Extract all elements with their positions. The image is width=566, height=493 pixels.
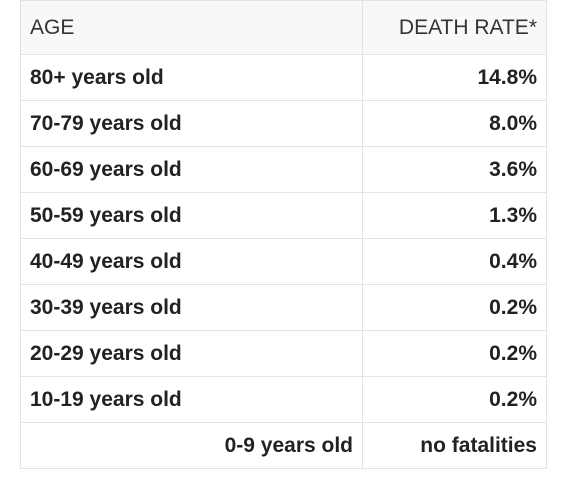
death-rate-cell: 0.4% (362, 238, 547, 285)
death-rate-cell: 14.8% (362, 54, 547, 101)
age-cell: 30-39 years old (20, 284, 363, 331)
table-row: 10-19 years old 0.2% (20, 376, 547, 423)
header-row: AGE DEATH RATE* (20, 0, 547, 55)
table-row: 20-29 years old 0.2% (20, 330, 547, 377)
death-rate-cell: no fatalities (362, 422, 547, 469)
death-rate-cell: 0.2% (362, 330, 547, 377)
age-cell: 80+ years old (20, 54, 363, 101)
age-cell: 60-69 years old (20, 146, 363, 193)
header-age: AGE (20, 0, 363, 55)
table-row: 30-39 years old 0.2% (20, 284, 547, 331)
age-cell: 40-49 years old (20, 238, 363, 285)
age-cell: 10-19 years old (20, 376, 363, 423)
death-rate-table: AGE DEATH RATE* 80+ years old 14.8% 70-7… (20, 0, 547, 469)
header-death-rate: DEATH RATE* (362, 0, 547, 55)
age-cell: 50-59 years old (20, 192, 363, 239)
table-header: AGE DEATH RATE* (20, 0, 547, 55)
table-row: 40-49 years old 0.4% (20, 238, 547, 285)
table-row: 60-69 years old 3.6% (20, 146, 547, 193)
age-cell: 70-79 years old (20, 100, 363, 147)
table-row: 0-9 years old no fatalities (20, 422, 547, 469)
age-cell: 20-29 years old (20, 330, 363, 377)
death-rate-cell: 0.2% (362, 376, 547, 423)
death-rate-cell: 1.3% (362, 192, 547, 239)
age-cell: 0-9 years old (20, 422, 363, 469)
table-row: 70-79 years old 8.0% (20, 100, 547, 147)
table-row: 50-59 years old 1.3% (20, 192, 547, 239)
table-body: 80+ years old 14.8% 70-79 years old 8.0%… (20, 54, 547, 469)
table-row: 80+ years old 14.8% (20, 54, 547, 101)
death-rate-cell: 0.2% (362, 284, 547, 331)
death-rate-cell: 8.0% (362, 100, 547, 147)
death-rate-cell: 3.6% (362, 146, 547, 193)
